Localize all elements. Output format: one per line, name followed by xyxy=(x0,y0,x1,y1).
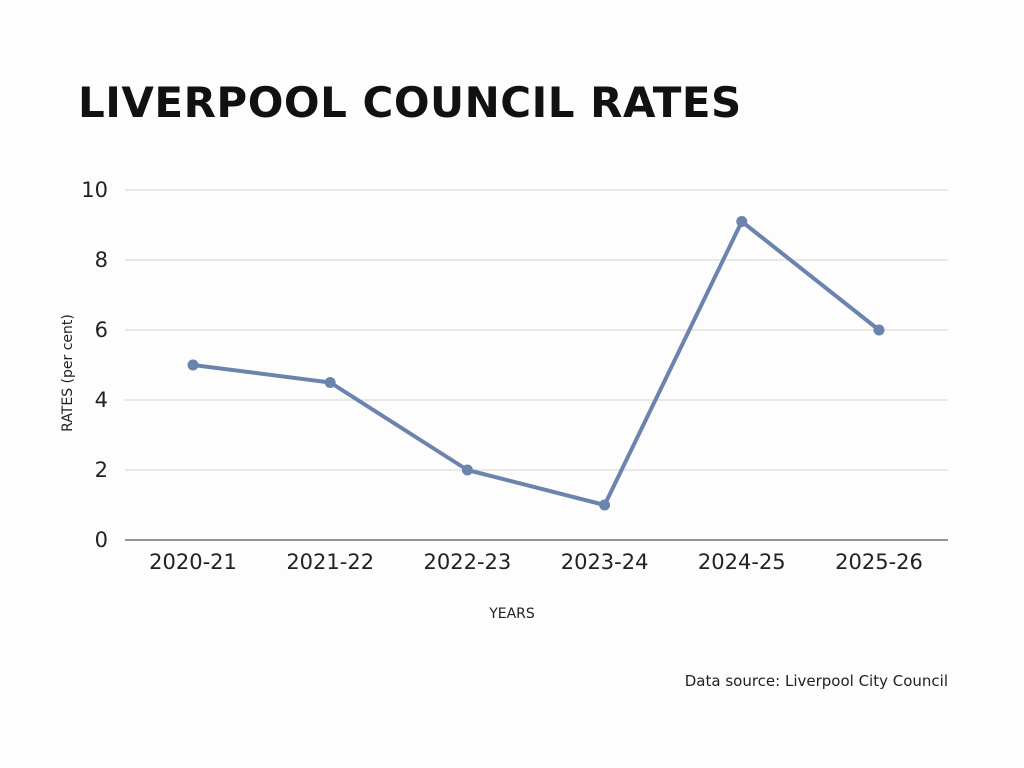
x-axis-title: YEARS xyxy=(488,606,535,622)
y-tick-labels: 0 2 4 6 8 10 xyxy=(81,178,108,552)
y-tick-label: 10 xyxy=(81,178,108,202)
x-tick-label: 2021-22 xyxy=(286,550,374,574)
x-tick-label: 2024-25 xyxy=(698,550,786,574)
x-tick-labels: 2020-21 2021-22 2022-23 2023-24 2024-25 2025-… xyxy=(149,550,923,574)
y-tick-label: 6 xyxy=(95,318,108,342)
data-point xyxy=(873,324,885,336)
x-tick-label: 2025-26 xyxy=(835,550,923,574)
data-point xyxy=(461,464,473,476)
y-tick-label: 8 xyxy=(95,248,108,272)
chart-title: LIVERPOOL COUNCIL RATES xyxy=(78,78,742,127)
y-tick-label: 2 xyxy=(95,458,108,482)
data-point xyxy=(187,359,199,371)
data-point xyxy=(324,377,336,388)
data-points xyxy=(187,216,885,511)
grid-lines xyxy=(125,189,948,541)
data-point xyxy=(599,499,611,511)
data-point xyxy=(736,216,748,227)
x-tick-label: 2022-23 xyxy=(424,550,512,574)
y-tick-label: 0 xyxy=(95,528,108,552)
y-tick-label: 4 xyxy=(95,388,108,412)
series-line xyxy=(191,219,881,507)
y-axis-title: RATES (per cent) xyxy=(60,314,76,432)
x-tick-label: 2020-21 xyxy=(149,550,237,574)
data-source-note: Data source: Liverpool City Council xyxy=(684,672,948,690)
x-tick-label: 2023-24 xyxy=(561,550,649,574)
